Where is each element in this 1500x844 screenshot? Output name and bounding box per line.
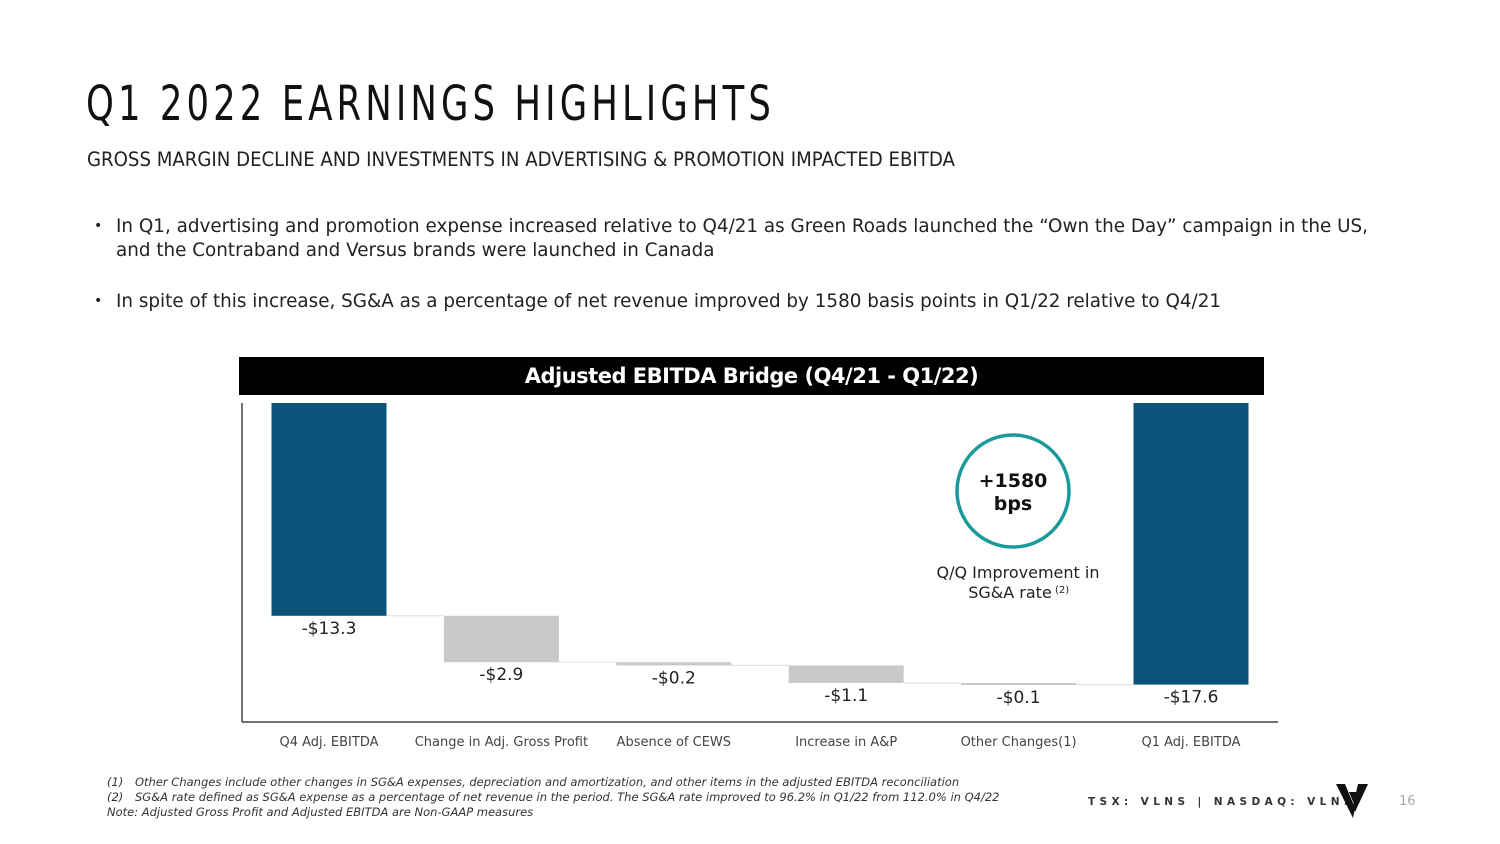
page-subtitle: GROSS MARGIN DECLINE AND INVESTMENTS IN …: [87, 148, 955, 171]
footnote-number: (1): [107, 775, 124, 789]
sga-callout: +1580 bps Q/Q Improvement in SG&A rate (…: [937, 433, 1100, 602]
page-title: Q1 2022 EARNINGS HIGHLIGHTS: [86, 76, 775, 132]
chart-title: Adjusted EBITDA Bridge (Q4/21 - Q1/22): [239, 357, 1264, 395]
data-label: -$1.1: [824, 686, 868, 706]
bullet-list: • In Q1, advertising and promotion expen…: [94, 214, 1414, 340]
bar-4: [961, 683, 1077, 685]
data-label: -$0.1: [997, 688, 1041, 708]
callout-circle: [955, 433, 1071, 549]
data-label: -$0.2: [652, 668, 696, 688]
bullet-icon: •: [94, 293, 103, 309]
data-label: -$13.3: [302, 619, 357, 639]
footnote-1: (1) Other Changes include other changes i…: [107, 775, 999, 790]
callout-caption-line2: SG&A rate: [968, 583, 1052, 602]
bar-5: [1133, 403, 1249, 685]
bar-3: [788, 665, 904, 683]
callout-footnote-ref: (2): [1055, 585, 1069, 596]
bullet-icon: •: [94, 218, 103, 234]
footnote-note: Note: Adjusted Gross Profit and Adjusted…: [107, 805, 534, 819]
footnote-text: SG&A rate defined as SG&A expense as a p…: [135, 790, 1000, 804]
footnote-number: (2): [107, 790, 124, 804]
bar-0: [271, 403, 387, 616]
bullet-text: In spite of this increase, SG&A as a per…: [116, 290, 1222, 312]
footnote-text: Other Changes include other changes in S…: [135, 775, 960, 789]
footnotes: (1) Other Changes include other changes i…: [107, 775, 999, 820]
x-tick-label: Absence of CEWS: [617, 735, 732, 750]
x-tick-label: Q1 Adj. EBITDA: [1141, 735, 1240, 750]
x-tick-label: Increase in A&P: [795, 735, 897, 750]
bullet-item: • In spite of this increase, SG&A as a p…: [94, 289, 1414, 313]
bar-1: [443, 615, 559, 663]
callout-unit: bps: [994, 493, 1033, 515]
callout-value: +1580: [979, 470, 1048, 492]
x-tick-label: Other Changes(1): [961, 735, 1077, 750]
callout-caption-line1: Q/Q Improvement in: [937, 563, 1100, 582]
data-label: -$2.9: [479, 665, 523, 685]
x-tick-label: Change in Adj. Gross Profit: [415, 735, 588, 750]
x-tick-label: Q4 Adj. EBITDA: [279, 735, 378, 750]
page-number: 16: [1399, 794, 1416, 809]
data-label: -$17.6: [1164, 688, 1219, 708]
company-logo-icon: [1336, 784, 1368, 818]
bullet-item: • In Q1, advertising and promotion expen…: [94, 214, 1414, 262]
footnote-2: (2) SG&A rate defined as SG&A expense as …: [107, 790, 999, 805]
bullet-text: In Q1, advertising and promotion expense…: [116, 215, 1368, 261]
bar-2: [616, 662, 732, 666]
ticker-symbols: TSX: VLNS | NASDAQ: VLNS: [1088, 796, 1356, 808]
